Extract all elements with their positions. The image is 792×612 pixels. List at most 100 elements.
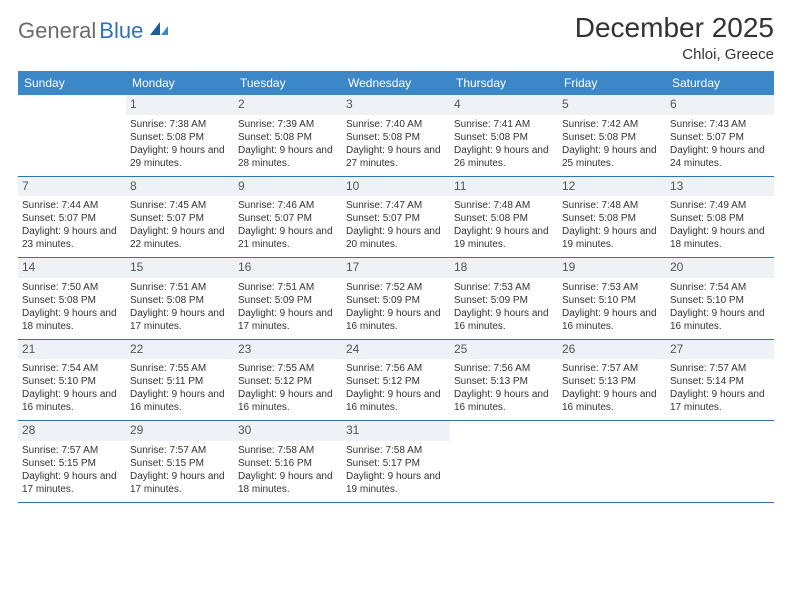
sunrise-text: Sunrise: 7:47 AM [346, 199, 446, 212]
daylight-text: Daylight: 9 hours and 19 minutes. [562, 225, 662, 251]
day-cell: 12Sunrise: 7:48 AMSunset: 5:08 PMDayligh… [558, 177, 666, 258]
sunrise-text: Sunrise: 7:55 AM [238, 362, 338, 375]
sunset-text: Sunset: 5:09 PM [454, 294, 554, 307]
sunset-text: Sunset: 5:08 PM [22, 294, 122, 307]
day-number [18, 95, 126, 115]
sunset-text: Sunset: 5:08 PM [562, 131, 662, 144]
sunrise-text: Sunrise: 7:56 AM [454, 362, 554, 375]
day-cell: 17Sunrise: 7:52 AMSunset: 5:09 PMDayligh… [342, 258, 450, 339]
sunrise-text: Sunrise: 7:42 AM [562, 118, 662, 131]
day-number: 19 [558, 258, 666, 278]
daylight-text: Daylight: 9 hours and 29 minutes. [130, 144, 230, 170]
calendar: Sunday Monday Tuesday Wednesday Thursday… [18, 71, 774, 503]
weekday-header: Monday [126, 71, 234, 95]
page-header: General Blue December 2025 Chloi, Greece [18, 12, 774, 63]
daylight-text: Daylight: 9 hours and 26 minutes. [454, 144, 554, 170]
sunset-text: Sunset: 5:15 PM [22, 457, 122, 470]
sunrise-text: Sunrise: 7:51 AM [130, 281, 230, 294]
weeks-container: 1Sunrise: 7:38 AMSunset: 5:08 PMDaylight… [18, 95, 774, 503]
week-row: 1 Sunrise: 7:38 AM Sunset: 5:08 PM Daylight… [18, 95, 774, 177]
day-number: 11 [450, 177, 558, 197]
sunrise-text: Sunrise: 7:58 AM [238, 444, 338, 457]
daylight-text: Daylight: 9 hours and 16 minutes. [454, 388, 554, 414]
sunrise-text: Sunrise: 7:44 AM [22, 199, 122, 212]
day-number: 14 [18, 258, 126, 278]
sunset-text: Sunset: 5:07 PM [22, 212, 122, 225]
sunrise-text: Sunrise: 7:57 AM [22, 444, 122, 457]
day-cell: 16Sunrise: 7:51 AMSunset: 5:09 PMDayligh… [234, 258, 342, 339]
weekday-header: Sunday [18, 71, 126, 95]
day-number: 7 [18, 177, 126, 197]
sunset-text: Sunset: 5:10 PM [22, 375, 122, 388]
day-cell: 1Sunrise: 7:38 AMSunset: 5:08 PMDaylight… [126, 95, 234, 176]
day-number: 30 [234, 421, 342, 441]
day-cell [18, 95, 126, 176]
daylight-text: Daylight: 9 hours and 16 minutes. [130, 388, 230, 414]
day-number [450, 421, 558, 441]
month-title: December 2025 [575, 12, 774, 44]
day-cell: 20Sunrise: 7:54 AMSunset: 5:10 PMDayligh… [666, 258, 774, 339]
daylight-text: Daylight: 9 hours and 20 minutes. [346, 225, 446, 251]
sunrise-text: Sunrise: 7:57 AM [670, 362, 770, 375]
daylight-text: Daylight: 9 hours and 17 minutes. [670, 388, 770, 414]
logo: General Blue [18, 18, 170, 44]
sunset-text: Sunset: 5:07 PM [346, 212, 446, 225]
day-cell: 9 Sunrise: 7:46 AMSunset: 5:07 PMDaylight… [234, 177, 342, 258]
sunset-text: Sunset: 5:09 PM [346, 294, 446, 307]
logo-text-blue: Blue [99, 18, 143, 44]
daylight-text: Daylight: 9 hours and 17 minutes. [22, 470, 122, 496]
weekday-header: Friday [558, 71, 666, 95]
sunset-text: Sunset: 5:09 PM [238, 294, 338, 307]
day-number: 15 [126, 258, 234, 278]
weekday-header: Saturday [666, 71, 774, 95]
day-cell: 6Sunrise: 7:43 AMSunset: 5:07 PMDaylight… [666, 95, 774, 176]
sunset-text: Sunset: 5:10 PM [562, 294, 662, 307]
daylight-text: Daylight: 9 hours and 16 minutes. [562, 307, 662, 333]
day-cell: 29Sunrise: 7:57 AMSunset: 5:15 PMDayligh… [126, 421, 234, 502]
day-cell: 23Sunrise: 7:55 AMSunset: 5:12 PMDayligh… [234, 340, 342, 421]
sunset-text: Sunset: 5:10 PM [670, 294, 770, 307]
day-cell [450, 421, 558, 502]
sunset-text: Sunset: 5:08 PM [346, 131, 446, 144]
sunrise-text: Sunrise: 7:54 AM [670, 281, 770, 294]
sunrise-text: Sunrise: 7:46 AM [238, 199, 338, 212]
day-number: 9 [234, 177, 342, 197]
daylight-text: Daylight: 9 hours and 21 minutes. [238, 225, 338, 251]
day-cell: 30Sunrise: 7:58 AMSunset: 5:16 PMDayligh… [234, 421, 342, 502]
daylight-text: Daylight: 9 hours and 16 minutes. [22, 388, 122, 414]
week-row: 14Sunrise: 7:50 AMSunset: 5:08 PMDayligh… [18, 258, 774, 340]
daylight-text: Daylight: 9 hours and 16 minutes. [454, 307, 554, 333]
day-cell [666, 421, 774, 502]
sunrise-text: Sunrise: 7:53 AM [562, 281, 662, 294]
day-number: 27 [666, 340, 774, 360]
day-number: 28 [18, 421, 126, 441]
daylight-text: Daylight: 9 hours and 19 minutes. [346, 470, 446, 496]
day-number: 3 [342, 95, 450, 115]
sunset-text: Sunset: 5:08 PM [238, 131, 338, 144]
day-number: 1 [126, 95, 234, 115]
day-cell: 28 Sunrise: 7:57 AMSunset: 5:15 PMDayligh… [18, 421, 126, 502]
sunset-text: Sunset: 5:07 PM [238, 212, 338, 225]
sunrise-text: Sunrise: 7:38 AM [130, 118, 230, 131]
day-cell: 5Sunrise: 7:42 AMSunset: 5:08 PMDaylight… [558, 95, 666, 176]
day-cell: 2Sunrise: 7:39 AMSunset: 5:08 PMDaylight… [234, 95, 342, 176]
day-cell [558, 421, 666, 502]
location-label: Chloi, Greece [575, 46, 774, 63]
sunset-text: Sunset: 5:14 PM [670, 375, 770, 388]
daylight-text: Daylight: 9 hours and 17 minutes. [130, 307, 230, 333]
daylight-text: Daylight: 9 hours and 24 minutes. [670, 144, 770, 170]
daylight-text: Daylight: 9 hours and 18 minutes. [238, 470, 338, 496]
day-cell: 24Sunrise: 7:56 AMSunset: 5:12 PMDayligh… [342, 340, 450, 421]
week-row: 21Sunrise: 7:54 AMSunset: 5:10 PMDayligh… [18, 340, 774, 422]
sunset-text: Sunset: 5:15 PM [130, 457, 230, 470]
day-cell: 26Sunrise: 7:57 AMSunset: 5:13 PMDayligh… [558, 340, 666, 421]
sunrise-text: Sunrise: 7:57 AM [562, 362, 662, 375]
daylight-text: Daylight: 9 hours and 17 minutes. [238, 307, 338, 333]
day-number [558, 421, 666, 441]
daylight-text: Daylight: 9 hours and 16 minutes. [346, 307, 446, 333]
sunrise-text: Sunrise: 7:51 AM [238, 281, 338, 294]
day-number: 17 [342, 258, 450, 278]
sunset-text: Sunset: 5:08 PM [130, 294, 230, 307]
day-cell: 18Sunrise: 7:53 AMSunset: 5:09 PMDayligh… [450, 258, 558, 339]
day-number: 31 [342, 421, 450, 441]
